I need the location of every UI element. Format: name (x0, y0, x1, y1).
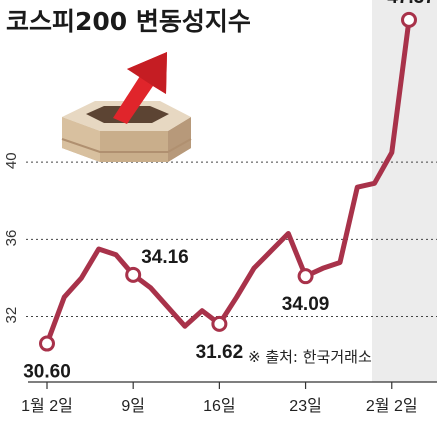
data-label: 47.37 (387, 0, 435, 8)
x-tick-label: 2월 2일 (366, 397, 418, 415)
x-tick-label: 9일 (121, 397, 145, 415)
y-tick-label: 32 (3, 307, 20, 324)
data-labels: 30.60 34.16 31.62 34.09 47.37 (23, 0, 435, 383)
source-note: ※ 출처: 한국거래소 (248, 348, 372, 366)
data-point-marker (401, 11, 417, 28)
x-tick-label: 23일 (289, 397, 322, 415)
y-axis-ticks: 32 36 40 (3, 152, 20, 323)
data-point-marker (297, 268, 314, 285)
data-label: 34.16 (141, 247, 189, 268)
rising-arrow-icon (113, 52, 167, 124)
x-tick-label: 1월 2일 (21, 397, 73, 415)
x-tick-label: 16일 (203, 397, 236, 415)
x-axis-ticks: 1월 2일 9일 16일 23일 2월 2일 (21, 382, 418, 415)
data-point-marker (39, 335, 55, 352)
data-label: 34.09 (282, 294, 330, 315)
chart-title: 코스피200 변동성지수 (6, 7, 251, 36)
y-tick-label: 40 (3, 152, 20, 169)
data-point-marker (211, 315, 228, 332)
data-label: 30.60 (23, 362, 71, 383)
data-label: 31.62 (196, 342, 244, 363)
y-tick-label: 36 (3, 230, 20, 247)
data-markers (39, 11, 417, 352)
data-point-marker (125, 266, 142, 283)
gridlines (26, 161, 437, 318)
series-line (44, 17, 412, 346)
